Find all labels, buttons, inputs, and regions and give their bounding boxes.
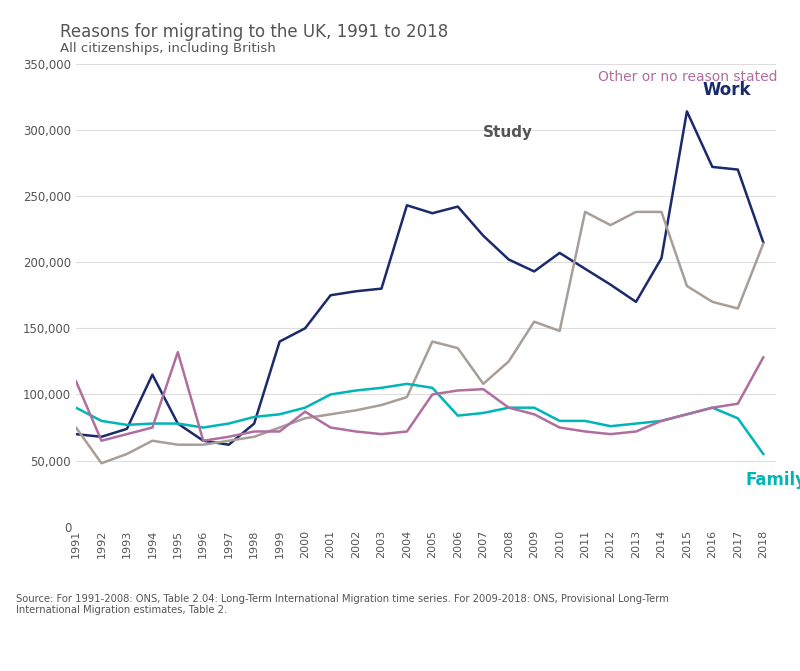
Text: All citizenships, including British: All citizenships, including British (60, 42, 276, 55)
Text: Other or no reason stated: Other or no reason stated (598, 70, 778, 84)
Text: Study: Study (483, 125, 534, 140)
Text: Reasons for migrating to the UK, 1991 to 2018: Reasons for migrating to the UK, 1991 to… (60, 23, 448, 42)
Text: Source: For 1991-2008: ONS, Table 2.04: Long-Term International Migration time s: Source: For 1991-2008: ONS, Table 2.04: … (16, 594, 669, 615)
Text: Family: Family (746, 471, 800, 489)
Text: Work: Work (702, 81, 750, 99)
